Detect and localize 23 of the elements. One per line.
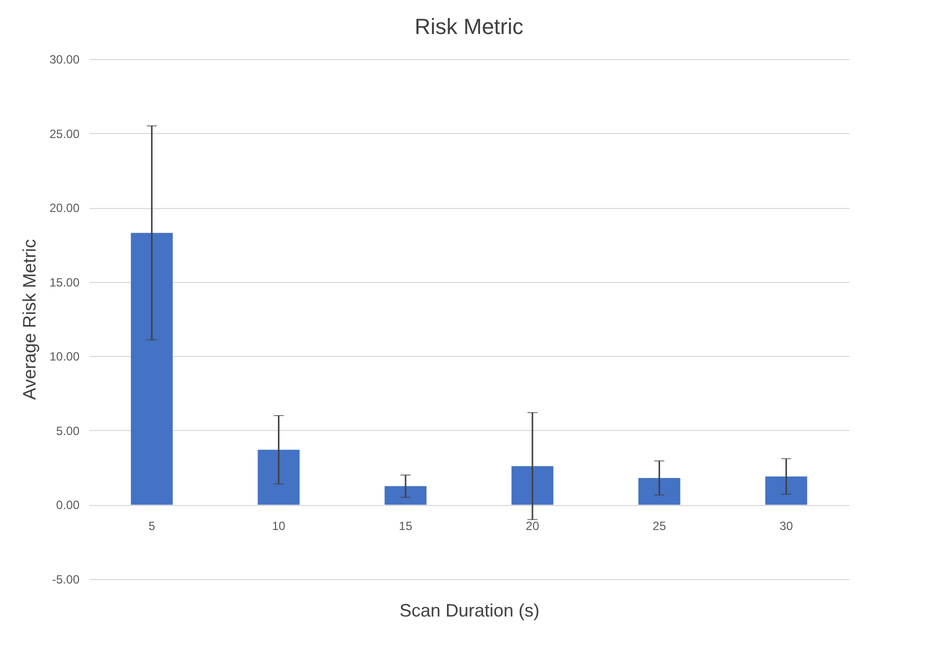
y-tick-label: 10.00	[49, 350, 80, 364]
x-tick-label: 10	[272, 519, 286, 534]
y-tick-label: 20.00	[49, 201, 80, 216]
y-axis-title: Average Risk Metric	[19, 239, 40, 400]
bar	[384, 486, 426, 505]
y-tick-label: -5.00	[52, 572, 80, 586]
y-tick-label: 0.00	[56, 498, 80, 512]
chart-title: Risk Metric	[414, 14, 524, 39]
x-tick-label: 15	[398, 519, 413, 534]
x-tick-label: 30	[780, 519, 794, 534]
y-tick-label: 5.00	[56, 424, 80, 438]
bar	[258, 450, 300, 505]
x-tick-label: 20	[526, 519, 540, 534]
y-tick-label: 30.00	[49, 52, 80, 66]
y-tick-label: 15.00	[49, 275, 80, 290]
bar	[765, 476, 808, 505]
bar	[638, 478, 680, 505]
x-tick-label: 25	[652, 519, 666, 534]
y-tick-label: 25.00	[49, 126, 80, 141]
bar	[512, 466, 554, 505]
x-tick-label: 5	[148, 519, 156, 534]
x-axis-title: Scan Duration (s)	[399, 600, 540, 620]
bar	[130, 232, 173, 505]
